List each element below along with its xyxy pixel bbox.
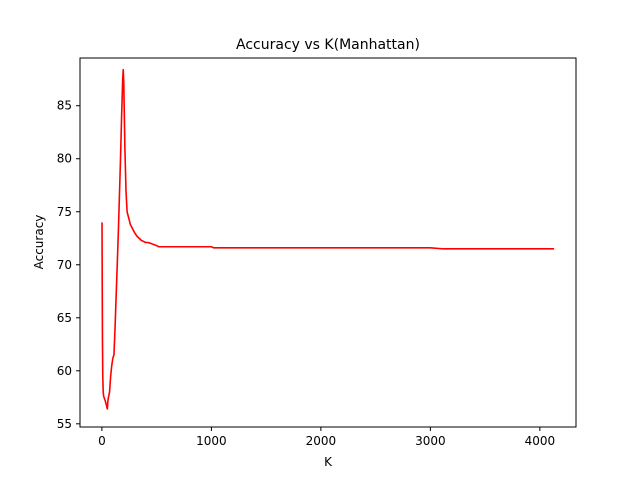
x-tick-label: 2000 xyxy=(306,434,337,448)
chart-title: Accuracy vs K(Manhattan) xyxy=(236,37,420,53)
x-axis-ticks: 0 1000 2000 3000 4000 xyxy=(98,427,555,448)
y-tick-label: 70 xyxy=(57,258,72,272)
plot-area xyxy=(80,58,576,427)
x-axis-label: K xyxy=(324,455,333,469)
x-tick-label: 3000 xyxy=(415,434,446,448)
y-axis-label: Accuracy xyxy=(32,215,46,270)
y-axis-ticks: 55 60 65 70 75 80 85 xyxy=(57,99,80,431)
y-tick-label: 80 xyxy=(57,152,72,166)
y-tick-label: 75 xyxy=(57,205,72,219)
series-line-0 xyxy=(101,68,555,410)
x-tick-label: 1000 xyxy=(196,434,227,448)
plot-frame xyxy=(79,57,577,428)
line-layer xyxy=(101,68,555,410)
y-tick-label: 65 xyxy=(57,311,72,325)
y-tick-label: 85 xyxy=(57,99,72,113)
y-tick-label: 55 xyxy=(57,417,72,431)
x-tick-label: 4000 xyxy=(525,434,556,448)
y-tick-label: 60 xyxy=(57,364,72,378)
x-tick-label: 0 xyxy=(98,434,106,448)
